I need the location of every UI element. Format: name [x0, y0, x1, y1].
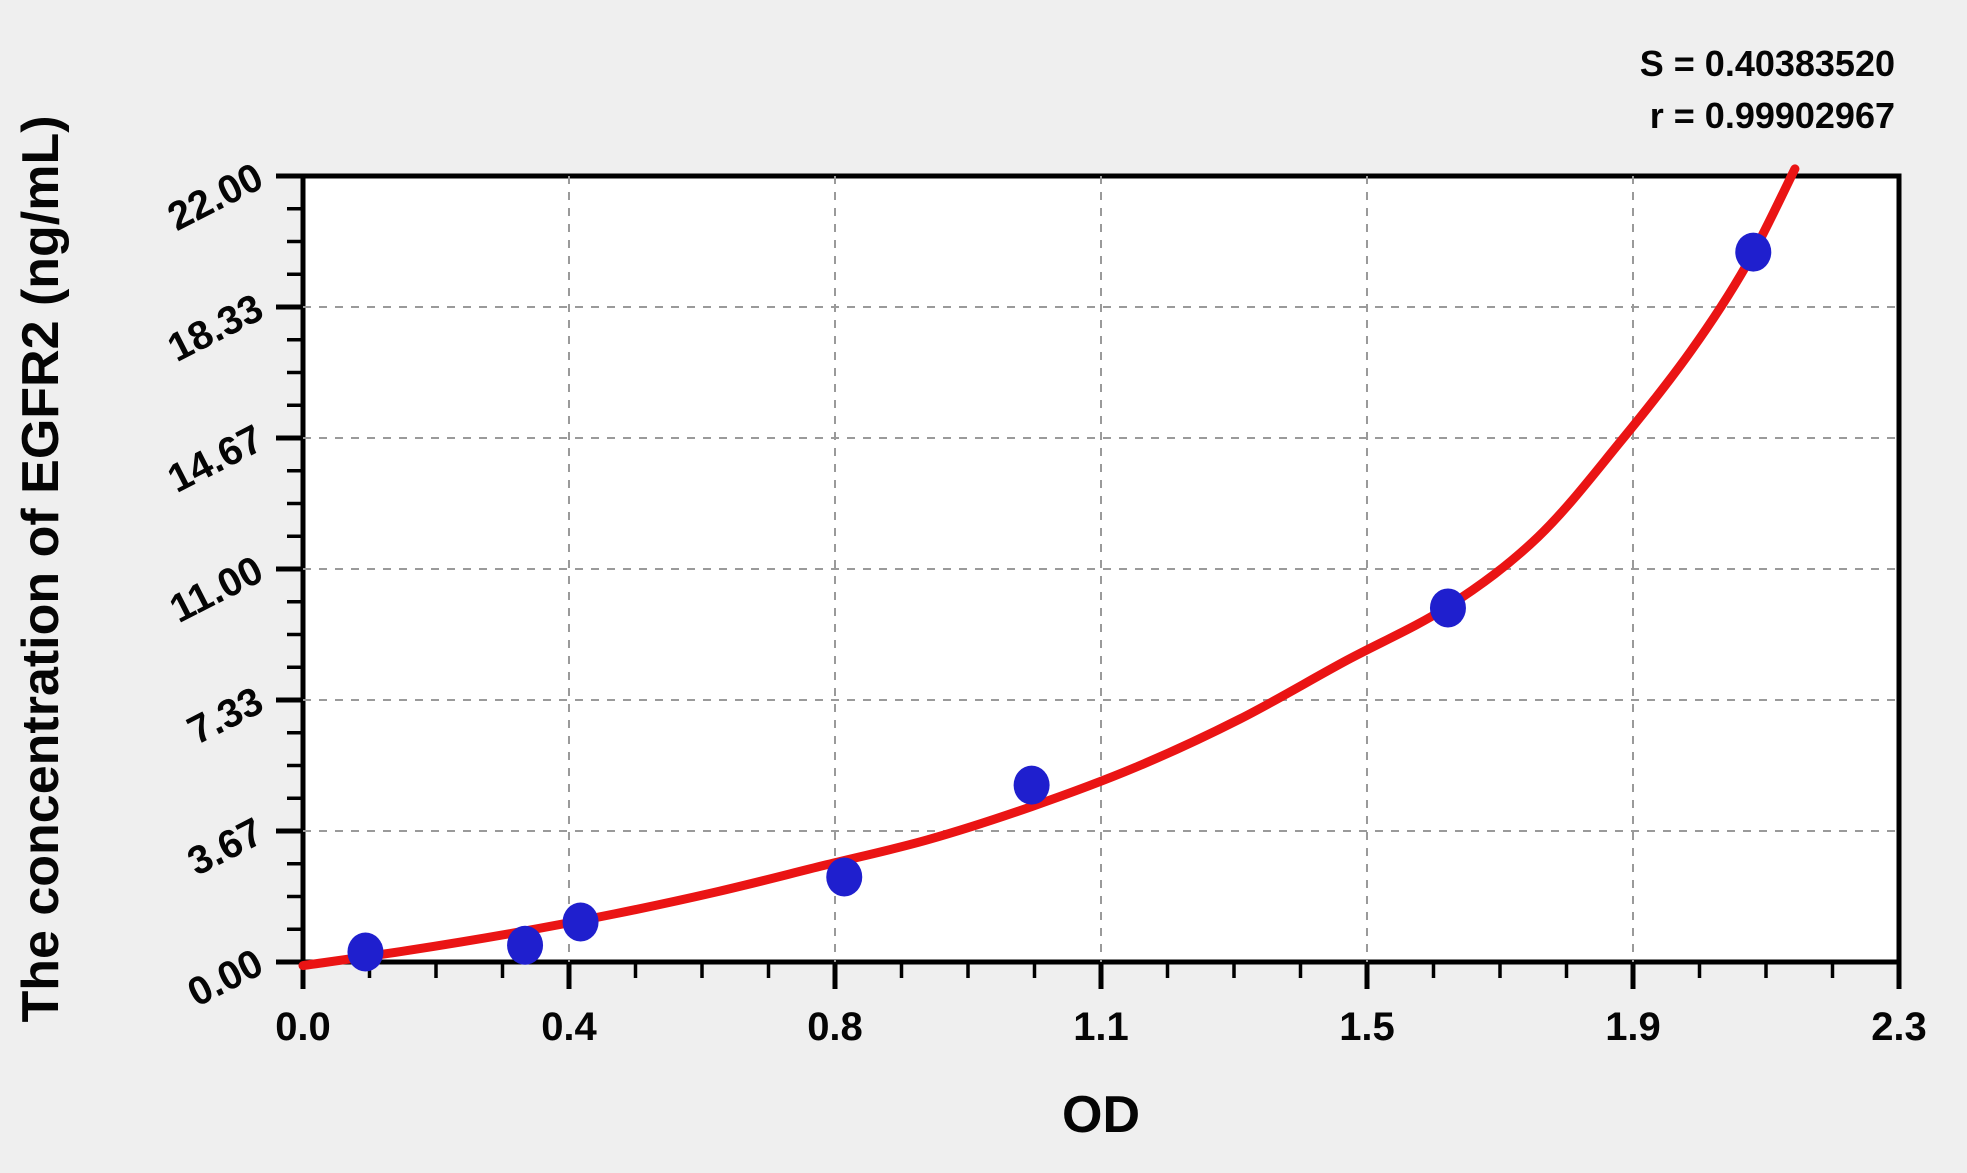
axis-ticks [276, 173, 1902, 989]
stat-s-value: S = 0.40383520 [1640, 43, 1895, 84]
data-point [507, 925, 544, 965]
data-point [1735, 232, 1772, 272]
data-point [826, 857, 863, 897]
y-axis-title: The concentration of EGFR2 (ng/mL) [12, 115, 70, 1022]
x-tick-label: 0.0 [275, 1005, 331, 1049]
data-points [347, 232, 1772, 972]
x-axis-title: OD [1062, 1086, 1140, 1144]
y-tick-label: 3.67 [181, 810, 270, 885]
y-tick-label: 7.33 [181, 679, 270, 754]
x-tick-label: 1.5 [1339, 1005, 1395, 1049]
y-tick-label: 11.00 [163, 548, 270, 632]
data-point [347, 932, 384, 972]
gridlines [303, 176, 1899, 962]
y-tick-label: 0.00 [181, 941, 270, 1016]
x-tick-label: 0.8 [807, 1005, 863, 1049]
data-point [1013, 765, 1050, 805]
x-tick-label: 2.3 [1871, 1005, 1927, 1049]
x-tick-label: 1.9 [1605, 1005, 1661, 1049]
y-tick-label: 22.00 [161, 155, 270, 240]
data-point [1429, 588, 1466, 628]
stat-r-value: r = 0.99902967 [1650, 95, 1895, 136]
x-tick-label: 1.1 [1073, 1005, 1129, 1049]
x-tick-label: 0.4 [541, 1005, 597, 1049]
y-tick-label: 14.67 [161, 417, 270, 502]
data-point [562, 902, 599, 942]
y-tick-label: 18.33 [161, 286, 270, 371]
